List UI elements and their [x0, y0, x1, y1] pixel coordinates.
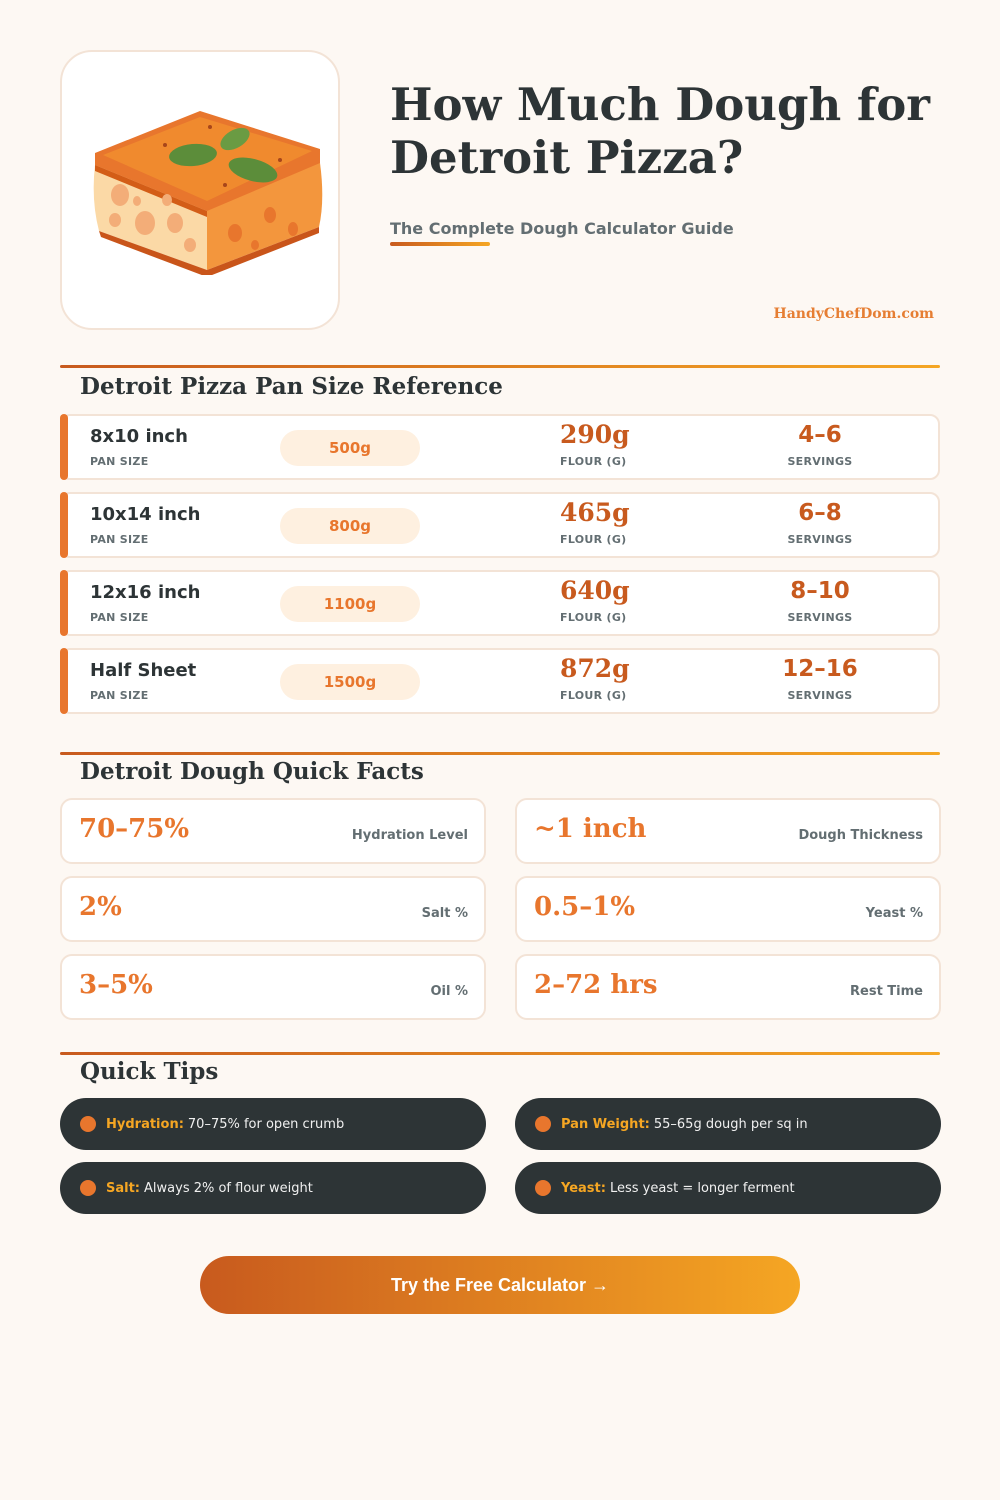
bullet-dot-icon: [80, 1116, 96, 1132]
brand-link[interactable]: HandyChefDom.com: [773, 306, 935, 322]
facts-section-title: Detroit Dough Quick Facts: [80, 758, 424, 785]
fact-value: 70–75%: [79, 814, 190, 844]
tip-key: Hydration:: [106, 1116, 184, 1132]
tip-salt: Salt: Always 2% of flour weight: [60, 1162, 486, 1214]
fact-value: 2–72 hrs: [534, 970, 658, 1000]
section-divider: [60, 1052, 940, 1055]
pan-size: 10x14 inch: [90, 504, 201, 525]
flour-label: FLOUR (G): [560, 611, 627, 624]
servings-label: SERVINGS: [787, 611, 853, 624]
section-divider: [60, 365, 940, 368]
pan-size-label: PAN SIZE: [90, 611, 149, 624]
pan-row: Half Sheet PAN SIZE 1500g 872g FLOUR (G)…: [60, 648, 940, 714]
pan-row: 8x10 inch PAN SIZE 500g 290g FLOUR (G) 4…: [60, 414, 940, 480]
row-accent-bar: [60, 648, 68, 714]
fact-card-salt: 2% Salt %: [60, 876, 486, 942]
dough-weight-badge: 800g: [280, 508, 420, 544]
fact-label: Hydration Level: [351, 828, 468, 843]
bullet-dot-icon: [80, 1180, 96, 1196]
page-title: How Much Dough for Detroit Pizza?: [390, 78, 970, 184]
subtitle-underline: [390, 242, 490, 246]
tip-key: Salt:: [106, 1180, 141, 1196]
servings-value: 4–6: [798, 422, 842, 448]
tips-section-title: Quick Tips: [80, 1058, 219, 1085]
detroit-pizza-square-icon: [93, 111, 323, 275]
servings-label: SERVINGS: [787, 455, 853, 468]
tip-yeast: Yeast: Less yeast = longer ferment: [515, 1162, 941, 1214]
fact-card-yeast: 0.5–1% Yeast %: [515, 876, 941, 942]
tip-key: Yeast:: [561, 1180, 606, 1196]
row-accent-bar: [60, 570, 68, 636]
flour-value: 640g: [560, 576, 630, 605]
title-line-2: Detroit Pizza?: [390, 131, 744, 184]
row-accent-bar: [60, 492, 68, 558]
title-line-1: How Much Dough for: [390, 78, 930, 131]
section-divider: [60, 752, 940, 755]
fact-value: 0.5–1%: [534, 892, 636, 922]
flour-label: FLOUR (G): [560, 533, 627, 546]
pan-row: 12x16 inch PAN SIZE 1100g 640g FLOUR (G)…: [60, 570, 940, 636]
dough-weight-badge: 1100g: [280, 586, 420, 622]
dough-weight-badge: 1500g: [280, 664, 420, 700]
flour-label: FLOUR (G): [560, 689, 627, 702]
pan-size-label: PAN SIZE: [90, 533, 149, 546]
servings-label: SERVINGS: [787, 533, 853, 546]
fact-label: Dough Thickness: [798, 828, 923, 843]
pan-section-title: Detroit Pizza Pan Size Reference: [80, 373, 503, 400]
fact-card-thickness: ~1 inch Dough Thickness: [515, 798, 941, 864]
page-subtitle: The Complete Dough Calculator Guide: [390, 219, 734, 238]
tip-key: Pan Weight:: [561, 1116, 650, 1132]
pan-size-label: PAN SIZE: [90, 455, 149, 468]
servings-value: 8–10: [790, 578, 850, 604]
fact-value: ~1 inch: [534, 814, 647, 844]
pan-size: Half Sheet: [90, 660, 197, 681]
servings-label: SERVINGS: [787, 689, 853, 702]
tip-text: 55–65g dough per sq in: [653, 1116, 808, 1132]
fact-label: Salt %: [421, 906, 468, 921]
pan-size-label: PAN SIZE: [90, 689, 149, 702]
row-accent-bar: [60, 414, 68, 480]
try-calculator-button[interactable]: Try the Free Calculator →: [200, 1256, 800, 1314]
fact-card-oil: 3–5% Oil %: [60, 954, 486, 1020]
servings-value: 12–16: [782, 656, 858, 682]
tip-pan-weight: Pan Weight: 55–65g dough per sq in: [515, 1098, 941, 1150]
dough-weight-badge: 500g: [280, 430, 420, 466]
tip-text: Always 2% of flour weight: [144, 1180, 313, 1196]
pan-size: 8x10 inch: [90, 426, 188, 447]
hero-image: [60, 50, 340, 330]
fact-label: Rest Time: [850, 984, 923, 999]
fact-card-hydration: 70–75% Hydration Level: [60, 798, 486, 864]
flour-label: FLOUR (G): [560, 455, 627, 468]
pan-size: 12x16 inch: [90, 582, 201, 603]
tip-text: 70–75% for open crumb: [187, 1116, 345, 1132]
fact-label: Oil %: [430, 984, 468, 999]
servings-value: 6–8: [798, 500, 842, 526]
fact-value: 3–5%: [79, 970, 153, 1000]
tip-hydration: Hydration: 70–75% for open crumb: [60, 1098, 486, 1150]
fact-card-rest-time: 2–72 hrs Rest Time: [515, 954, 941, 1020]
fact-value: 2%: [79, 892, 122, 922]
fact-label: Yeast %: [865, 906, 923, 921]
bullet-dot-icon: [535, 1180, 551, 1196]
pan-row: 10x14 inch PAN SIZE 800g 465g FLOUR (G) …: [60, 492, 940, 558]
flour-value: 465g: [560, 498, 630, 527]
flour-value: 872g: [560, 654, 630, 683]
tip-text: Less yeast = longer ferment: [609, 1180, 795, 1196]
bullet-dot-icon: [535, 1116, 551, 1132]
flour-value: 290g: [560, 420, 630, 449]
